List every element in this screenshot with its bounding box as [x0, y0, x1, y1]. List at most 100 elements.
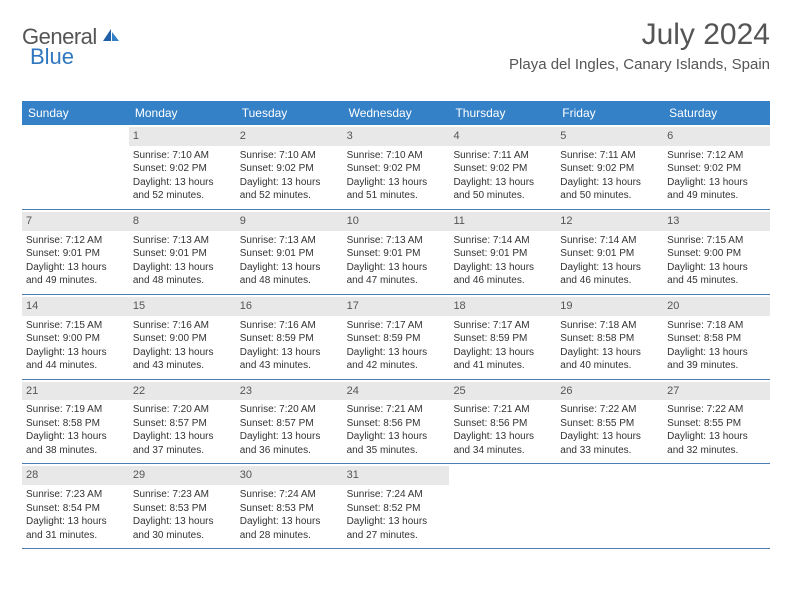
sunset-text: Sunset: 8:55 PM: [560, 417, 659, 431]
day-cell: 12Sunrise: 7:14 AMSunset: 9:01 PMDayligh…: [556, 210, 663, 294]
day-header-monday: Monday: [129, 101, 236, 125]
sunrise-text: Sunrise: 7:12 AM: [667, 149, 766, 163]
day-cell: 21Sunrise: 7:19 AMSunset: 8:58 PMDayligh…: [22, 380, 129, 464]
daylight-text: Daylight: 13 hours: [347, 176, 446, 190]
day-cell: 9Sunrise: 7:13 AMSunset: 9:01 PMDaylight…: [236, 210, 343, 294]
sunrise-text: Sunrise: 7:23 AM: [26, 488, 125, 502]
sunset-text: Sunset: 9:01 PM: [347, 247, 446, 261]
sunrise-text: Sunrise: 7:24 AM: [240, 488, 339, 502]
day-header-friday: Friday: [556, 101, 663, 125]
daylight-text: and 45 minutes.: [667, 274, 766, 288]
logo-text-blue: Blue: [30, 44, 74, 69]
sunset-text: Sunset: 8:59 PM: [240, 332, 339, 346]
sunset-text: Sunset: 9:02 PM: [133, 162, 232, 176]
daylight-text: Daylight: 13 hours: [240, 430, 339, 444]
daylight-text: and 40 minutes.: [560, 359, 659, 373]
day-header-sunday: Sunday: [22, 101, 129, 125]
day-cell: [449, 464, 556, 548]
week-row: 1Sunrise: 7:10 AMSunset: 9:02 PMDaylight…: [22, 125, 770, 210]
daylight-text: and 46 minutes.: [453, 274, 552, 288]
day-cell: 16Sunrise: 7:16 AMSunset: 8:59 PMDayligh…: [236, 295, 343, 379]
day-cell: 1Sunrise: 7:10 AMSunset: 9:02 PMDaylight…: [129, 125, 236, 209]
sunset-text: Sunset: 9:02 PM: [453, 162, 552, 176]
day-cell: 29 Sunrise: 7:23 AMSunset: 8:53 PMDayligh…: [129, 464, 236, 548]
sunset-text: Sunset: 8:58 PM: [26, 417, 125, 431]
day-number: 3: [343, 127, 450, 146]
day-cell: 17Sunrise: 7:17 AMSunset: 8:59 PMDayligh…: [343, 295, 450, 379]
sunset-text: Sunset: 8:53 PM: [240, 502, 339, 516]
sunrise-text: Sunrise: 7:10 AM: [240, 149, 339, 163]
day-cell: 5Sunrise: 7:11 AMSunset: 9:02 PMDaylight…: [556, 125, 663, 209]
daylight-text: Daylight: 13 hours: [347, 515, 446, 529]
daylight-text: Daylight: 13 hours: [667, 261, 766, 275]
sunrise-text: Sunrise: 7:17 AM: [347, 319, 446, 333]
sunrise-text: Sunrise: 7:14 AM: [560, 234, 659, 248]
day-number: 30: [236, 466, 343, 485]
day-cell: 20Sunrise: 7:18 AMSunset: 8:58 PMDayligh…: [663, 295, 770, 379]
sunrise-text: Sunrise: 7:22 AM: [560, 403, 659, 417]
day-number: 18: [449, 297, 556, 316]
day-cell: 18 Sunrise: 7:17 AMSunset: 8:59 PMDayligh…: [449, 295, 556, 379]
day-cell: [22, 125, 129, 209]
day-header-saturday: Saturday: [663, 101, 770, 125]
daylight-text: Daylight: 13 hours: [133, 176, 232, 190]
day-number: 6: [663, 127, 770, 146]
daylight-text: and 41 minutes.: [453, 359, 552, 373]
daylight-text: Daylight: 13 hours: [453, 346, 552, 360]
sunrise-text: Sunrise: 7:16 AM: [133, 319, 232, 333]
calendar-grid: SundayMondayTuesdayWednesdayThursdayFrid…: [22, 101, 770, 549]
daylight-text: and 49 minutes.: [667, 189, 766, 203]
sunset-text: Sunset: 8:53 PM: [133, 502, 232, 516]
daylight-text: Daylight: 13 hours: [667, 346, 766, 360]
sunrise-text: Sunrise: 7:18 AM: [560, 319, 659, 333]
sunrise-text: Sunrise: 7:17 AM: [453, 319, 552, 333]
day-number: 20: [663, 297, 770, 316]
day-cell: 27Sunrise: 7:22 AMSunset: 8:55 PMDayligh…: [663, 380, 770, 464]
daylight-text: Daylight: 13 hours: [347, 346, 446, 360]
sunset-text: Sunset: 8:59 PM: [453, 332, 552, 346]
sunset-text: Sunset: 9:00 PM: [667, 247, 766, 261]
daylight-text: and 30 minutes.: [133, 529, 232, 543]
day-number: 9: [236, 212, 343, 231]
day-cell: 4Sunrise: 7:11 AMSunset: 9:02 PMDaylight…: [449, 125, 556, 209]
daylight-text: and 51 minutes.: [347, 189, 446, 203]
daylight-text: Daylight: 13 hours: [26, 430, 125, 444]
day-cell: 10Sunrise: 7:13 AMSunset: 9:01 PMDayligh…: [343, 210, 450, 294]
daylight-text: and 48 minutes.: [133, 274, 232, 288]
sunrise-text: Sunrise: 7:18 AM: [667, 319, 766, 333]
sunset-text: Sunset: 9:00 PM: [133, 332, 232, 346]
day-number: 24: [343, 382, 450, 401]
day-cell: [663, 464, 770, 548]
day-cell: 7Sunrise: 7:12 AMSunset: 9:01 PMDaylight…: [22, 210, 129, 294]
day-cell: 3Sunrise: 7:10 AMSunset: 9:02 PMDaylight…: [343, 125, 450, 209]
sunset-text: Sunset: 8:57 PM: [240, 417, 339, 431]
daylight-text: Daylight: 13 hours: [133, 430, 232, 444]
week-row: 28Sunrise: 7:23 AMSunset: 8:54 PMDayligh…: [22, 464, 770, 549]
daylight-text: Daylight: 13 hours: [133, 515, 232, 529]
daylight-text: and 36 minutes.: [240, 444, 339, 458]
sunset-text: Sunset: 9:02 PM: [347, 162, 446, 176]
day-cell: 13Sunrise: 7:15 AMSunset: 9:00 PMDayligh…: [663, 210, 770, 294]
day-cell: 19Sunrise: 7:18 AMSunset: 8:58 PMDayligh…: [556, 295, 663, 379]
day-number: 19: [556, 297, 663, 316]
sunset-text: Sunset: 8:56 PM: [347, 417, 446, 431]
sunrise-text: Sunrise: 7:13 AM: [133, 234, 232, 248]
sunset-text: Sunset: 8:52 PM: [347, 502, 446, 516]
daylight-text: and 46 minutes.: [560, 274, 659, 288]
sunset-text: Sunset: 9:02 PM: [560, 162, 659, 176]
daylight-text: and 34 minutes.: [453, 444, 552, 458]
sunrise-text: Sunrise: 7:15 AM: [667, 234, 766, 248]
day-cell: 22Sunrise: 7:20 AMSunset: 8:57 PMDayligh…: [129, 380, 236, 464]
sunrise-text: Sunrise: 7:23 AM: [133, 488, 232, 502]
sunrise-text: Sunrise: 7:11 AM: [453, 149, 552, 163]
day-number: 7: [22, 212, 129, 231]
weeks-container: 1Sunrise: 7:10 AMSunset: 9:02 PMDaylight…: [22, 125, 770, 549]
daylight-text: Daylight: 13 hours: [26, 515, 125, 529]
day-number: 10: [343, 212, 450, 231]
daylight-text: and 35 minutes.: [347, 444, 446, 458]
day-number: 29: [129, 466, 236, 485]
sunrise-text: Sunrise: 7:10 AM: [133, 149, 232, 163]
day-cell: 25Sunrise: 7:21 AMSunset: 8:56 PMDayligh…: [449, 380, 556, 464]
day-number: 12: [556, 212, 663, 231]
sunrise-text: Sunrise: 7:15 AM: [26, 319, 125, 333]
